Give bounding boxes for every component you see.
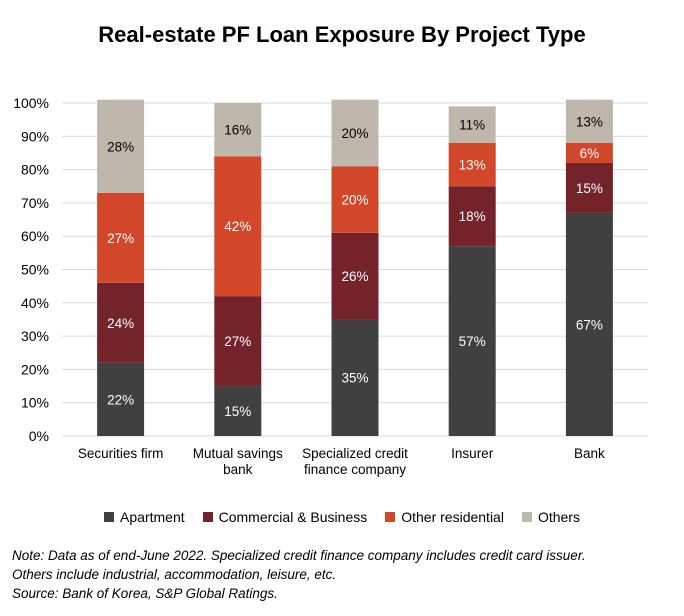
bar-segment: [331, 166, 379, 233]
data-label: 18%: [459, 209, 486, 224]
data-label: 16%: [224, 123, 251, 138]
bar-segment: [97, 192, 145, 283]
data-label: 27%: [107, 231, 134, 246]
x-tick-label: Mutual savings: [193, 446, 283, 461]
legend-label: Others: [537, 509, 580, 525]
y-tick-label: 10%: [21, 395, 49, 411]
legend-label: Commercial & Business: [218, 509, 368, 525]
data-label: 57%: [459, 334, 486, 349]
bar-segment: [331, 319, 379, 436]
x-tick-label: Bank: [574, 446, 605, 461]
data-label: 20%: [341, 126, 368, 141]
data-label: 13%: [576, 114, 603, 129]
bar-segment: [448, 246, 496, 436]
data-label: 67%: [576, 317, 603, 332]
bar-segment: [448, 142, 496, 187]
data-label: 27%: [224, 334, 251, 349]
legend: Apartment Commercial & Business Other re…: [0, 509, 684, 525]
x-tick-label: finance company: [304, 462, 406, 477]
y-tick-label: 70%: [21, 195, 49, 211]
legend-label: Apartment: [120, 509, 185, 525]
bar-segment: [97, 282, 145, 363]
data-label: 15%: [576, 181, 603, 196]
legend-item-other-residential: Other residential: [385, 509, 504, 525]
y-tick-label: 30%: [21, 328, 49, 344]
x-tick-label: bank: [223, 462, 253, 477]
y-tick-label: 50%: [21, 262, 49, 278]
bar-segment: [214, 386, 262, 436]
y-tick-label: 20%: [21, 361, 49, 377]
legend-item-others: Others: [521, 509, 580, 525]
bar-segment: [565, 212, 613, 436]
data-label: 6%: [580, 146, 600, 161]
legend-swatch-apartment: [104, 512, 115, 522]
data-label: 26%: [341, 269, 368, 284]
y-tick-label: 100%: [13, 95, 49, 111]
footnote-line: Source: Bank of Korea, S&P Global Rating…: [12, 586, 278, 601]
x-tick-label: Securities firm: [78, 446, 164, 461]
x-tick-label: Specialized credit: [302, 446, 408, 461]
data-label: 22%: [107, 392, 134, 407]
y-tick-label: 60%: [21, 228, 49, 244]
bar-segment: [214, 296, 262, 387]
bar-segment: [448, 106, 496, 143]
footnote-line: Note: Data as of end-June 2022. Speciali…: [12, 548, 586, 563]
bar-segment: [565, 162, 613, 213]
bar-segment: [331, 232, 379, 320]
data-label: 28%: [107, 139, 134, 154]
data-label: 11%: [459, 118, 485, 133]
footnote-line: Others include industrial, accommodation…: [12, 567, 337, 582]
bar-segment: [448, 186, 496, 247]
x-tick-label: Insurer: [451, 446, 494, 461]
legend-item-commercial: Commercial & Business: [202, 509, 368, 525]
bar-segment: [565, 142, 613, 163]
data-label: 24%: [107, 316, 134, 331]
legend-item-apartment: Apartment: [104, 509, 185, 525]
bar-segment: [214, 156, 262, 297]
y-tick-label: 80%: [21, 162, 49, 178]
chart-title: Real-estate PF Loan Exposure By Project …: [98, 22, 586, 47]
legend-label: Other residential: [401, 509, 504, 525]
data-label: 15%: [224, 404, 251, 419]
legend-swatch-others: [521, 512, 532, 522]
bar-segment: [97, 362, 145, 436]
data-label: 13%: [459, 158, 486, 173]
bar-segment: [331, 99, 379, 167]
y-tick-label: 90%: [21, 128, 49, 144]
data-label: 20%: [341, 193, 368, 208]
bar-segment: [565, 99, 613, 143]
bar-segment: [97, 99, 145, 193]
data-label: 42%: [224, 219, 251, 234]
stacked-bar-chart: 0% 10% 20% 30% 40% 50% 60% 70% 80% 90% 100% 22% 24% 2…: [13, 95, 648, 477]
y-tick-label: 40%: [21, 295, 49, 311]
data-label: 35%: [341, 371, 368, 386]
y-tick-label: 0%: [29, 428, 49, 444]
footnote: Note: Data as of end-June 2022. Speciali…: [12, 546, 586, 603]
legend-swatch-commercial: [202, 512, 213, 522]
bar-segment: [214, 103, 262, 157]
legend-swatch-other-residential: [385, 512, 396, 522]
